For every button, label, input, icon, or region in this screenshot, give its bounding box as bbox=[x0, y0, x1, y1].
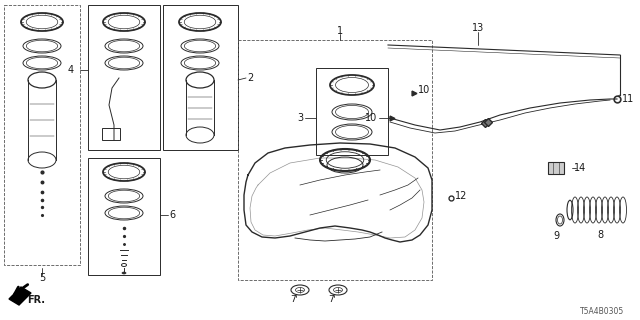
Text: 4: 4 bbox=[68, 65, 74, 75]
Bar bbox=[102, 128, 120, 140]
Bar bbox=[316, 68, 388, 155]
Bar bbox=[88, 5, 160, 150]
Text: 7: 7 bbox=[328, 294, 334, 303]
Text: 11: 11 bbox=[622, 94, 634, 104]
Bar bbox=[238, 40, 432, 280]
Text: 5: 5 bbox=[39, 273, 45, 283]
Text: T5A4B0305: T5A4B0305 bbox=[580, 308, 624, 316]
Text: 1: 1 bbox=[337, 26, 343, 36]
Bar bbox=[4, 5, 80, 265]
Ellipse shape bbox=[122, 272, 126, 274]
Text: 6: 6 bbox=[169, 210, 175, 220]
Text: 9: 9 bbox=[553, 231, 559, 241]
Text: 10: 10 bbox=[418, 85, 430, 95]
Text: 12: 12 bbox=[455, 191, 467, 201]
Text: 14: 14 bbox=[574, 163, 586, 173]
Text: FR.: FR. bbox=[27, 295, 45, 305]
Polygon shape bbox=[9, 287, 31, 305]
Bar bbox=[88, 158, 160, 275]
Text: 8: 8 bbox=[597, 230, 603, 240]
Bar bbox=[163, 5, 238, 150]
Text: 7: 7 bbox=[290, 294, 296, 303]
Text: 13: 13 bbox=[472, 23, 484, 33]
Text: 10: 10 bbox=[365, 113, 377, 123]
Text: 2: 2 bbox=[247, 73, 253, 83]
Text: 3: 3 bbox=[297, 113, 303, 123]
Bar bbox=[548, 162, 564, 174]
